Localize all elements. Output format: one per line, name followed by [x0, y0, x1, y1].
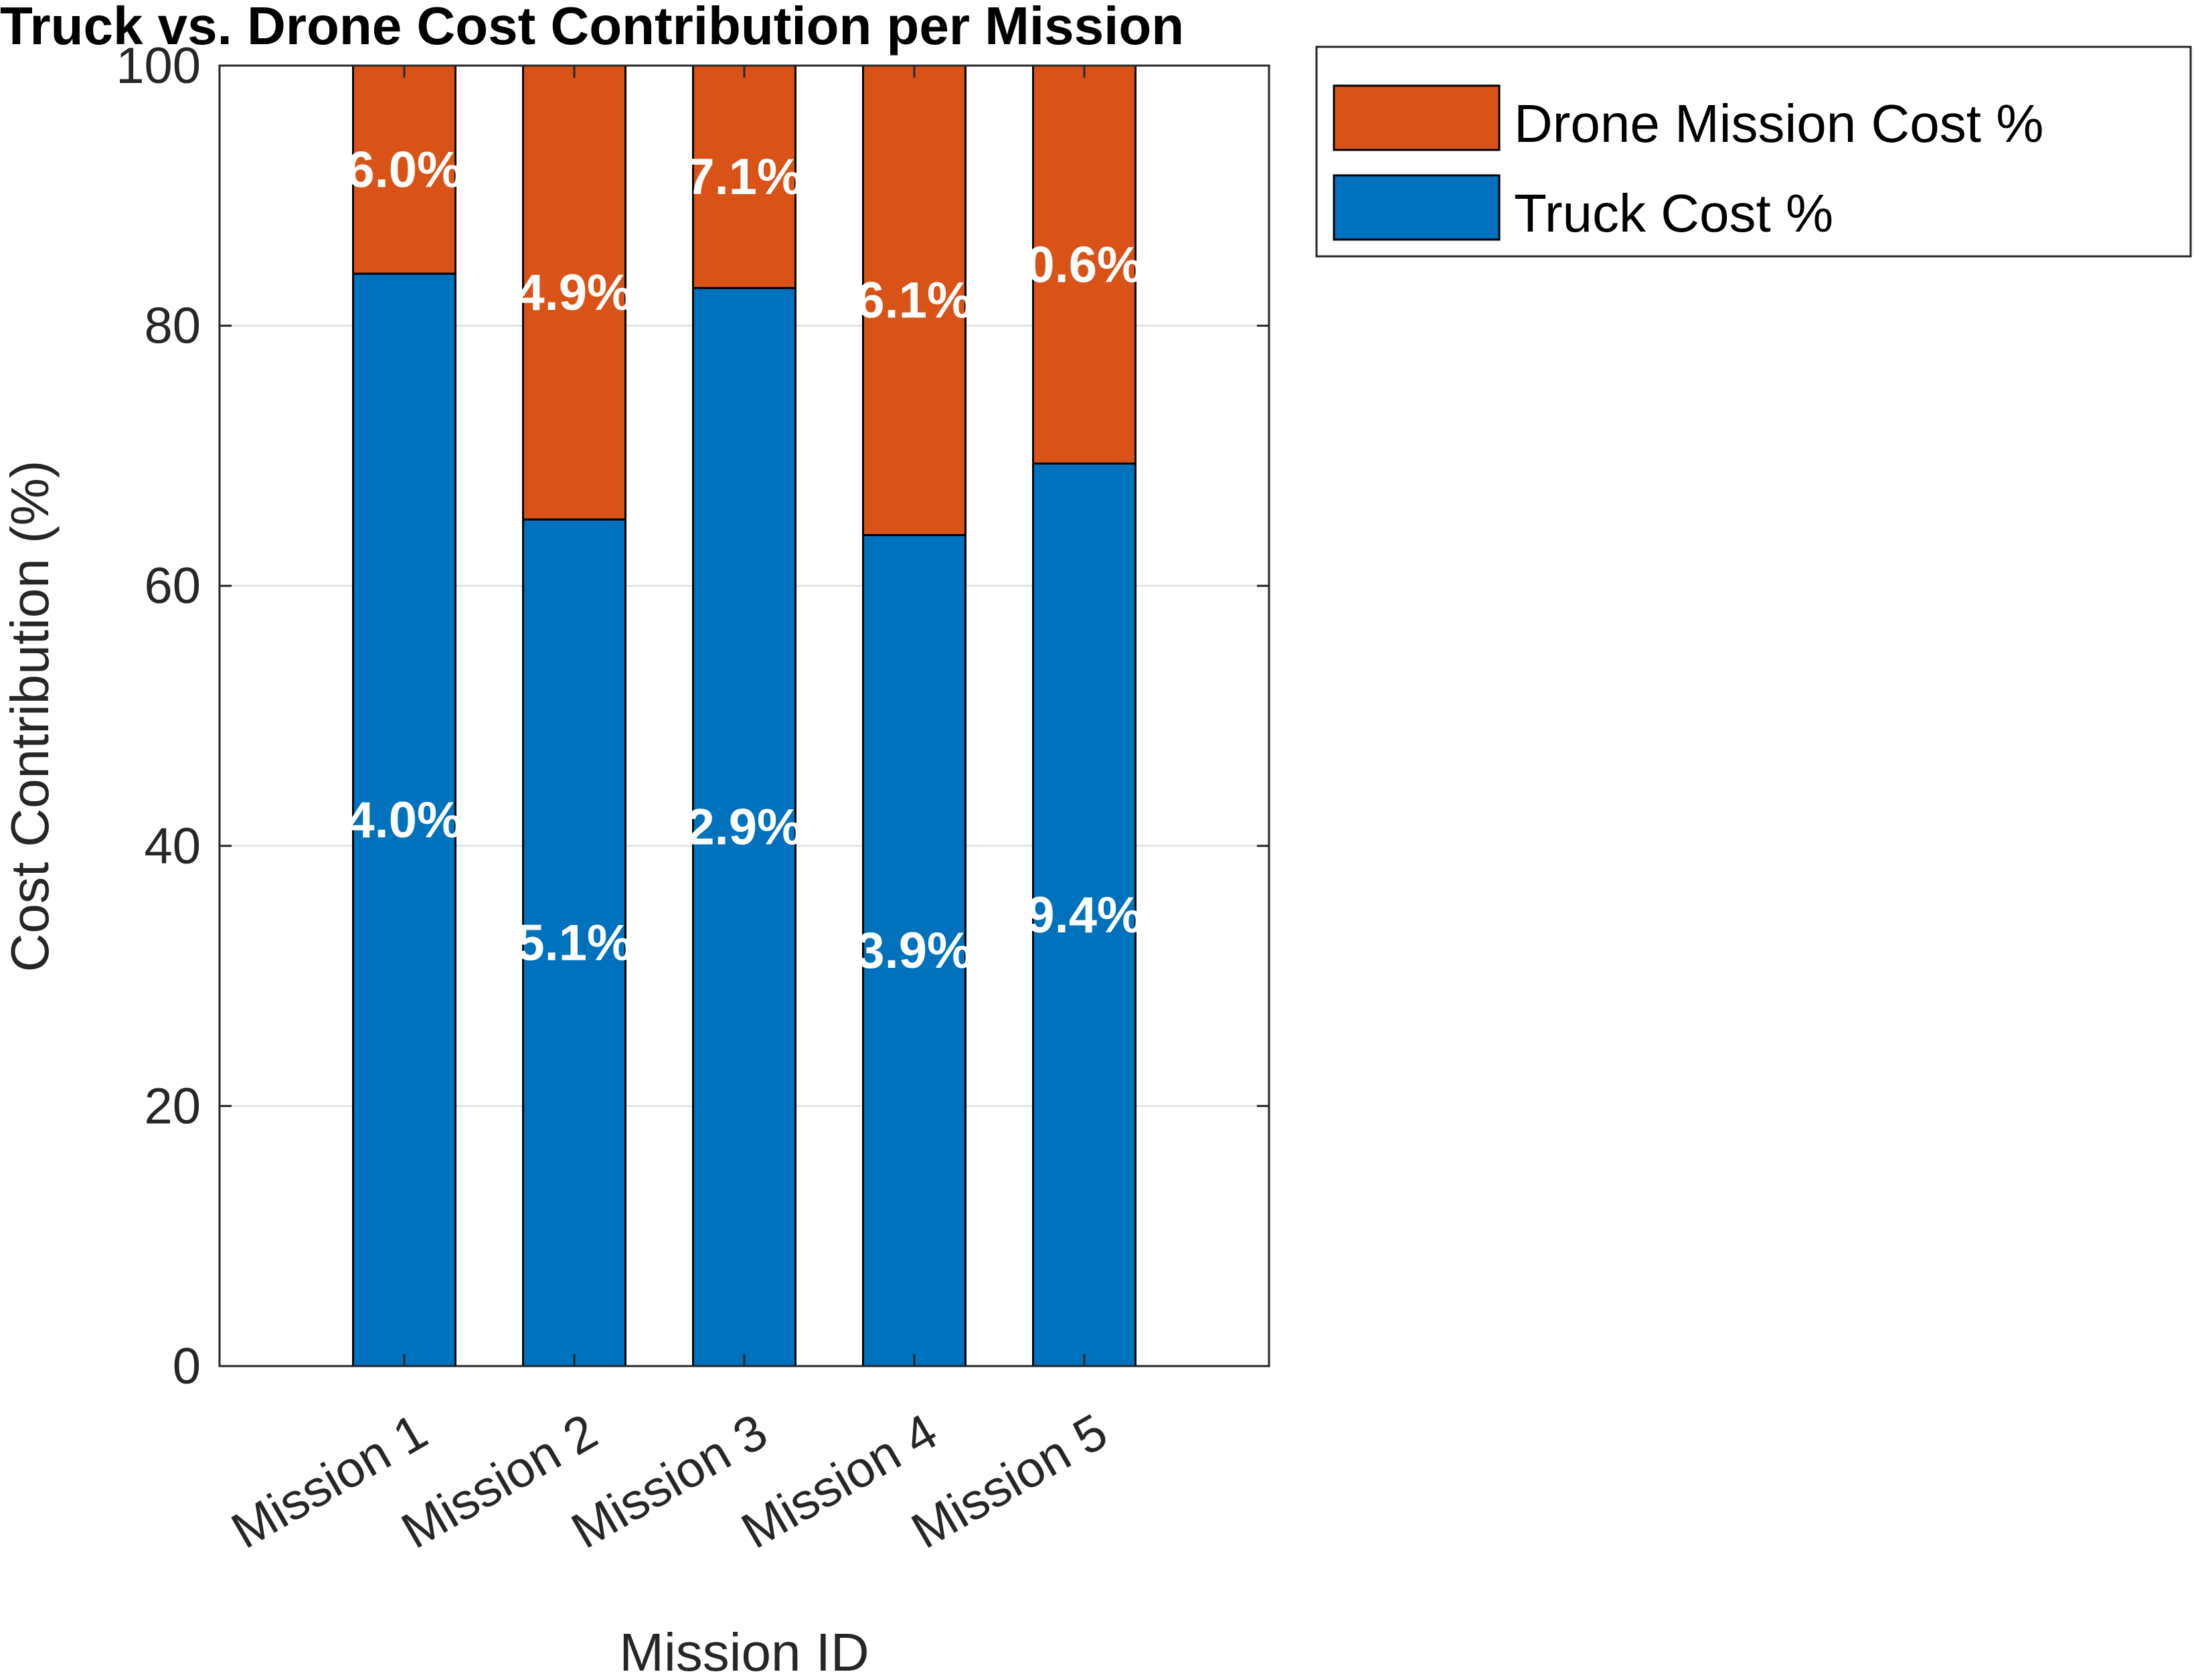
bar-drone-3: [692, 64, 796, 289]
bar-label-truck-3: 2.9%: [686, 799, 802, 856]
legend-swatch-drone: [1333, 84, 1501, 151]
y-tick-label: 20: [144, 1078, 201, 1135]
legend-label-truck: Truck Cost %: [1514, 183, 1833, 243]
y-tick-label: 80: [144, 298, 201, 355]
y-axis-ticks: 0 20 40 60 80 100: [116, 37, 1269, 1395]
bar-label-drone-4: 6.1%: [856, 272, 972, 329]
x-tick-label: Mission 5: [902, 1403, 1116, 1560]
x-tick-label: Mission 4: [732, 1403, 946, 1560]
bar-truck-5: [1032, 463, 1136, 1367]
legend-label-drone: Drone Mission Cost %: [1514, 94, 2043, 153]
x-tick-label: Mission 3: [562, 1403, 776, 1560]
bar-label-truck-5: 9.4%: [1026, 887, 1142, 944]
bar-label-drone-3: 7.1%: [686, 149, 802, 205]
y-tick-label: 0: [173, 1338, 201, 1395]
legend: Drone Mission Cost % Truck Cost %: [1315, 46, 2192, 258]
y-tick-label: 60: [144, 558, 201, 614]
bar-drone-1: [352, 64, 456, 275]
x-axis-label: Mission ID: [619, 1622, 869, 1680]
x-tick-label: Mission 2: [392, 1403, 606, 1560]
bar-label-truck-1: 4.0%: [346, 792, 462, 849]
chart-title: Truck vs. Drone Cost Contribution per Mi…: [0, 0, 1184, 56]
bar-drone-4: [862, 64, 966, 536]
bar-label-drone-1: 6.0%: [346, 141, 462, 198]
bar-truck-2: [522, 518, 626, 1367]
y-tick-label: 100: [116, 37, 201, 94]
bar-truck-4: [862, 533, 966, 1367]
legend-swatch-truck: [1333, 174, 1501, 241]
bar-label-drone-2: 4.9%: [516, 264, 632, 321]
bar-label-drone-5: 0.6%: [1026, 236, 1142, 293]
bar-label-truck-2: 5.1%: [516, 915, 632, 972]
bar-labels: 4.0% 6.0% 5.1% 4.9% 2.9% 7.1% 3.9% 6.1% 9.4% 0.6%: [346, 141, 1142, 979]
bars: [352, 64, 1136, 1367]
y-axis-label: Cost Contribution (%): [0, 460, 60, 973]
bar-drone-2: [522, 64, 626, 521]
bar-truck-3: [692, 286, 796, 1367]
bar-drone-5: [1032, 64, 1136, 465]
y-tick-label: 40: [144, 818, 201, 875]
x-tick-label: Mission 1: [222, 1403, 436, 1560]
bar-label-truck-4: 3.9%: [856, 922, 972, 979]
